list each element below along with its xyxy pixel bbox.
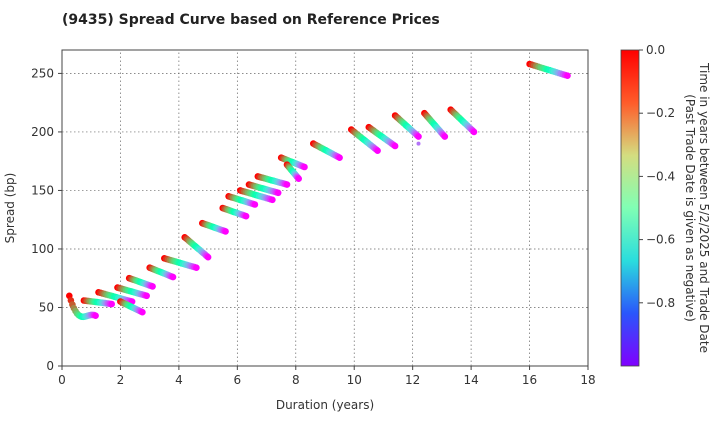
data-point-12-17 bbox=[269, 196, 276, 204]
colorbar-ticks: 0.0 −0.2 −0.4 −0.6 −0.8 bbox=[639, 43, 675, 310]
data-point-17-17 bbox=[336, 154, 343, 161]
colorbar-tick-label-1: −0.2 bbox=[646, 106, 675, 120]
x-axis-ticks: 0 2 4 6 8 10 12 14 16 18 bbox=[58, 366, 596, 387]
y-tick-label-1: 50 bbox=[39, 300, 54, 314]
data-point-19-17 bbox=[391, 142, 399, 150]
y-axis-ticks: 0 50 100 150 200 250 bbox=[31, 66, 62, 373]
x-tick-label-1: 2 bbox=[117, 373, 125, 387]
colorbar-tick-label-2: −0.4 bbox=[646, 169, 675, 183]
data-point-13-17 bbox=[274, 189, 282, 197]
data-point-20-17 bbox=[415, 133, 422, 140]
plot-area bbox=[61, 49, 589, 367]
data-point-11-17 bbox=[251, 201, 259, 208]
data-point-23-17 bbox=[564, 72, 571, 79]
x-tick-label-9: 18 bbox=[580, 373, 595, 387]
colorbar-tick-label-4: −0.8 bbox=[646, 296, 675, 310]
x-axis-label: Duration (years) bbox=[276, 398, 374, 412]
y-tick-label-5: 250 bbox=[31, 66, 54, 80]
x-tick-label-5: 10 bbox=[347, 373, 362, 387]
y-tick-label-0: 0 bbox=[46, 359, 54, 373]
y-tick-label-2: 100 bbox=[31, 242, 54, 256]
x-tick-label-2: 4 bbox=[175, 373, 183, 387]
data-point-10-17 bbox=[242, 212, 250, 220]
colorbar-tick-label-3: −0.6 bbox=[646, 233, 675, 247]
data-point-16-17 bbox=[295, 175, 303, 182]
data-point-0-17 bbox=[92, 312, 99, 320]
colorbar-label-line1: Time in years between 5/2/2025 and Trade… bbox=[697, 62, 711, 353]
x-tick-label-4: 8 bbox=[292, 373, 300, 387]
data-point-8-17 bbox=[204, 253, 212, 261]
data-point-22-17 bbox=[470, 128, 478, 136]
y-axis-label: Spread (bp) bbox=[3, 173, 17, 244]
outlier-point-0 bbox=[416, 141, 421, 146]
data-points bbox=[66, 60, 571, 321]
colorbar bbox=[620, 49, 640, 367]
data-point-5-17 bbox=[149, 283, 156, 290]
data-point-14-17 bbox=[283, 181, 291, 188]
data-point-6-17 bbox=[169, 273, 177, 281]
x-tick-label-7: 14 bbox=[463, 373, 478, 387]
chart-title: (9435) Spread Curve based on Reference P… bbox=[62, 12, 440, 28]
x-tick-label-8: 16 bbox=[522, 373, 537, 387]
data-point-4-17 bbox=[143, 292, 150, 300]
colorbar-tick-label-0: 0.0 bbox=[646, 43, 665, 57]
y-tick-label-4: 200 bbox=[31, 125, 54, 139]
data-point-21-17 bbox=[441, 133, 449, 140]
colorbar-label-line2: (Past Trade Date is given as negative) bbox=[683, 94, 697, 322]
data-point-15-17 bbox=[301, 163, 308, 171]
data-point-1-17 bbox=[108, 300, 115, 308]
x-tick-label-0: 0 bbox=[58, 373, 66, 387]
x-tick-label-6: 12 bbox=[405, 373, 420, 387]
data-point-9-17 bbox=[222, 228, 229, 235]
x-tick-label-3: 6 bbox=[234, 373, 242, 387]
grid-lines bbox=[62, 50, 588, 366]
data-point-3-17 bbox=[139, 308, 146, 316]
y-tick-label-3: 150 bbox=[31, 183, 54, 197]
data-point-7-17 bbox=[193, 264, 200, 272]
data-point-18-17 bbox=[374, 147, 381, 154]
